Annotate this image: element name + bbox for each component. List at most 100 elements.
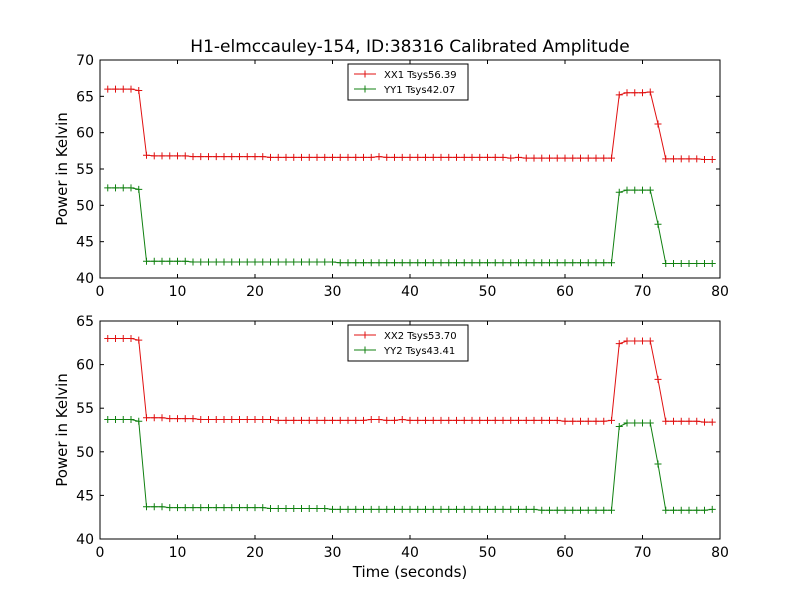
bottom-series-point-yy2 — [577, 506, 584, 514]
top-series-point-yy1 — [383, 259, 391, 267]
top-ytick-label: 65 — [76, 89, 94, 105]
bottom-series-point-xx2 — [631, 337, 639, 345]
bottom-ytick-label: 65 — [76, 314, 94, 330]
top-legend-marker-yy1 — [361, 85, 369, 93]
bottom-series-point-xx2 — [546, 416, 553, 424]
top-series-point-xx1 — [677, 155, 685, 163]
top-series-point-xx1 — [236, 153, 243, 161]
bottom-series-point-xx2 — [313, 416, 321, 424]
top-series-point-yy1 — [453, 259, 460, 267]
top-series-point-xx1 — [143, 151, 150, 159]
bottom-series-point-yy2 — [670, 506, 677, 514]
top-series-point-xx1 — [538, 154, 546, 162]
top-series-point-yy1 — [135, 185, 143, 193]
bottom-series-point-xx2 — [708, 418, 716, 426]
top-series-point-xx1 — [189, 153, 197, 161]
top-series-point-yy1 — [491, 259, 499, 267]
bottom-series-point-yy2 — [662, 506, 670, 514]
bottom-series-point-yy2 — [251, 504, 259, 512]
bottom-series-point-xx2 — [267, 416, 274, 424]
bottom-series-point-xx2 — [367, 416, 375, 424]
bottom-series-point-yy2 — [112, 416, 119, 424]
bottom-series-point-yy2 — [701, 506, 708, 514]
bottom-series-point-yy2 — [561, 506, 569, 514]
top-series-point-yy1 — [329, 258, 336, 266]
bottom-series-point-yy2 — [708, 505, 716, 513]
top-series-point-yy1 — [104, 184, 112, 192]
top-series-point-yy1 — [212, 258, 220, 266]
bottom-series-point-yy2 — [267, 504, 274, 512]
bottom-series-point-yy2 — [274, 504, 282, 512]
bottom-series-point-yy2 — [437, 505, 445, 513]
bottom-series-point-yy2 — [158, 503, 166, 511]
top-series-point-yy1 — [538, 259, 546, 267]
bottom-series-point-yy2 — [507, 505, 515, 513]
top-series-point-yy1 — [677, 259, 685, 267]
top-series-point-xx1 — [259, 153, 267, 161]
top-series-point-yy1 — [569, 259, 577, 267]
bottom-series-point-yy2 — [685, 506, 693, 514]
bottom-legend-label-yy2: YY2 Tsys43.41 — [383, 346, 455, 357]
bottom-series-point-xx2 — [453, 416, 460, 424]
top-legend-box — [347, 63, 469, 101]
bottom-xtick-label: 80 — [711, 545, 729, 561]
top-series-point-xx1 — [693, 155, 701, 163]
top-series-point-yy1 — [437, 259, 445, 267]
top-series-point-xx1 — [274, 153, 282, 161]
top-series-point-yy1 — [422, 259, 429, 267]
bottom-xtick-label: 50 — [479, 545, 497, 561]
bottom-ytick-label: 60 — [76, 358, 94, 374]
bottom-series-point-yy2 — [654, 460, 662, 468]
top-ytick-label: 50 — [76, 198, 94, 214]
bottom-series-point-xx2 — [662, 417, 670, 425]
bottom-series-point-xx2 — [646, 337, 654, 345]
bottom-series-point-yy2 — [646, 419, 654, 427]
top-series-point-xx1 — [112, 85, 119, 93]
bottom-series-point-yy2 — [360, 505, 367, 513]
top-series-point-xx1 — [282, 153, 290, 161]
top-series-point-xx1 — [166, 152, 174, 160]
top-series-point-yy1 — [251, 258, 259, 266]
bottom-series-point-xx2 — [236, 416, 243, 424]
top-series-point-xx1 — [577, 154, 584, 162]
top-series-point-xx1 — [437, 153, 445, 161]
bottom-series-point-yy2 — [150, 503, 158, 511]
bottom-series-point-xx2 — [127, 334, 135, 342]
top-series-point-yy1 — [577, 259, 584, 267]
top-series-point-xx1 — [429, 153, 437, 161]
top-series-point-xx1 — [422, 153, 429, 161]
bottom-series-point-yy2 — [484, 505, 491, 513]
bottom-xtick-label: 30 — [324, 545, 342, 561]
top-series-point-xx1 — [569, 154, 577, 162]
top-series-point-yy1 — [305, 258, 313, 266]
top-series-point-yy1 — [476, 259, 484, 267]
bottom-series-point-xx2 — [189, 415, 197, 423]
bottom-series-point-xx2 — [445, 416, 453, 424]
top-legend-label-yy1: YY1 Tsys42.07 — [383, 85, 455, 96]
top-series-point-xx1 — [553, 154, 561, 162]
bottom-series-point-xx2 — [623, 337, 631, 345]
bottom-series-point-xx2 — [484, 416, 491, 424]
bottom-series-point-yy2 — [367, 505, 375, 513]
bottom-series-point-xx2 — [391, 416, 398, 424]
top-series-point-xx1 — [197, 153, 205, 161]
top-series-point-yy1 — [639, 186, 646, 194]
top-series-point-yy1 — [429, 259, 437, 267]
bottom-series-point-xx2 — [112, 334, 119, 342]
top-series-point-yy1 — [259, 258, 267, 266]
top-series-point-xx1 — [398, 153, 406, 161]
bottom-series-point-xx2 — [654, 375, 662, 383]
bottom-series-point-xx2 — [584, 417, 592, 425]
bottom-series-point-yy2 — [305, 504, 313, 512]
bottom-xlabel: Time (seconds) — [352, 563, 468, 581]
top-series-point-yy1 — [352, 259, 360, 267]
top-series-point-xx1 — [181, 152, 189, 160]
bottom-series-point-xx2 — [352, 416, 360, 424]
top-series-point-yy1 — [344, 259, 352, 267]
top-plot: Power in Kelvin 0 10 20 30 40 50 60 70 80 40 45 50 5… — [53, 53, 729, 300]
bottom-series-point-yy2 — [592, 506, 600, 514]
top-series-point-yy1 — [693, 259, 701, 267]
top-series-point-xx1 — [321, 153, 329, 161]
bottom-series-point-xx2 — [398, 416, 406, 424]
top-series-point-yy1 — [670, 259, 677, 267]
